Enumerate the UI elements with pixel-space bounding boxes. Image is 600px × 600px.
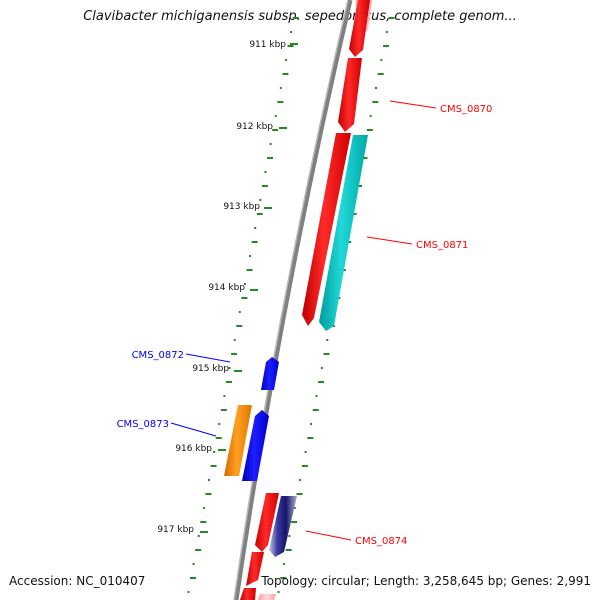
- leader-cms-0871: [366, 236, 413, 245]
- leader-cms-0873: [170, 422, 217, 437]
- label-cms-0871[interactable]: CMS_0871: [416, 240, 468, 251]
- label-cms-0872[interactable]: CMS_0872: [132, 350, 184, 361]
- map-title: Clavibacter michiganensis subsp. sepedon…: [83, 9, 517, 24]
- scale-label-912: 912 kbp: [236, 122, 273, 132]
- cds-cms-0873-orange[interactable]: [224, 405, 252, 476]
- forward-features: [240, 0, 372, 600]
- cds-cms-0874-navy[interactable]: [269, 496, 297, 557]
- scale-label-913: 913 kbp: [223, 202, 260, 212]
- label-cms-0874[interactable]: CMS_0874: [355, 536, 407, 547]
- label-cms-0870[interactable]: CMS_0870: [440, 104, 492, 115]
- cds-cms-0874-red[interactable]: [255, 493, 279, 552]
- cds-cms-0871-cyan[interactable]: [319, 135, 368, 331]
- accession-label: Accession: NC_010407: [9, 574, 146, 588]
- leader-cms-0874: [305, 530, 352, 541]
- genome-backbone: [233, 0, 353, 600]
- left-tick-rail: [187, 17, 299, 593]
- scale-ticks: 911 kbp 912 kbp 913 kbp 914 kbp 915 kbp …: [157, 40, 298, 535]
- gene-labels: CMS_0870 CMS_0871 CMS_0872 CMS_0873 CMS_…: [117, 100, 492, 547]
- cds-cms-0872[interactable]: [261, 357, 279, 390]
- leader-cms-0870: [389, 100, 437, 109]
- leader-cms-0872: [185, 353, 231, 363]
- cds-bottom-2[interactable]: [240, 588, 256, 600]
- reverse-features: [224, 357, 279, 481]
- scale-label-915: 915 kbp: [192, 364, 229, 374]
- scale-label-914: 914 kbp: [208, 283, 245, 293]
- cds-top[interactable]: [349, 0, 370, 57]
- scale-label-911: 911 kbp: [249, 40, 286, 50]
- label-cms-0873[interactable]: CMS_0873: [117, 419, 169, 430]
- scale-label-916: 916 kbp: [175, 444, 212, 454]
- cds-cms-0873-blue[interactable]: [242, 410, 269, 481]
- cds-cms-0870[interactable]: [338, 58, 362, 132]
- scale-label-917: 917 kbp: [157, 525, 194, 535]
- genome-summary: Topology: circular; Length: 3,258,645 bp…: [261, 574, 591, 588]
- cds-bottom-pink[interactable]: [258, 594, 276, 600]
- cds-bottom-1[interactable]: [246, 552, 264, 586]
- genome-backbone-highlight: [233, 0, 349, 600]
- cds-cms-0871-red[interactable]: [302, 133, 351, 326]
